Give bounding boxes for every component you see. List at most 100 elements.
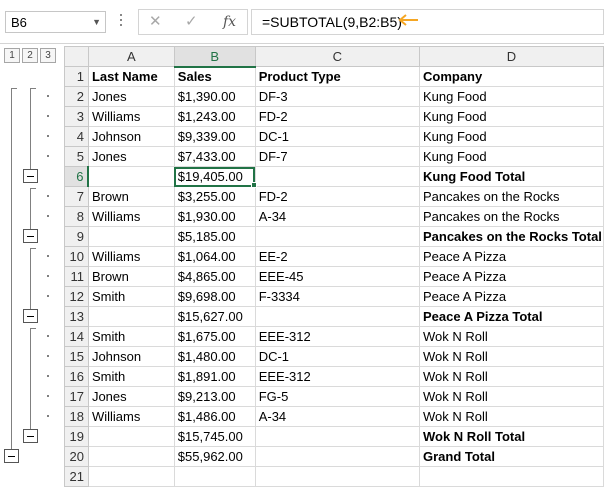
cell-a13[interactable] [87, 306, 175, 327]
cell-c21[interactable] [254, 466, 420, 487]
select-all-corner[interactable] [64, 46, 89, 67]
cell-d13[interactable]: Peace A Pizza Total [418, 306, 604, 327]
cell-a2[interactable]: Jones [87, 86, 175, 107]
cell-c14[interactable]: EEE-312 [254, 326, 420, 347]
name-box[interactable]: B6 ▼ [5, 11, 106, 33]
cell-a4[interactable]: Johnson [87, 126, 175, 147]
cell-d9[interactable]: Pancakes on the Rocks Total [418, 226, 604, 247]
row-header-21[interactable]: 21 [64, 466, 89, 487]
row-header-13[interactable]: 13 [64, 306, 89, 327]
row-header-8[interactable]: 8 [64, 206, 89, 227]
row-header-9[interactable]: 9 [64, 226, 89, 247]
cell-b6[interactable]: $19,405.00 [173, 166, 256, 187]
cell-d20[interactable]: Grand Total [418, 446, 604, 467]
cell-d12[interactable]: Peace A Pizza [418, 286, 604, 307]
cell-a12[interactable]: Smith [87, 286, 175, 307]
row-header-15[interactable]: 15 [64, 346, 89, 367]
cell-a8[interactable]: Williams [87, 206, 175, 227]
cell-a10[interactable]: Williams [87, 246, 175, 267]
row-header-11[interactable]: 11 [64, 266, 89, 287]
cell-d8[interactable]: Pancakes on the Rocks [418, 206, 604, 227]
cell-d5[interactable]: Kung Food [418, 146, 604, 167]
cell-d7[interactable]: Pancakes on the Rocks [418, 186, 604, 207]
cell-d1[interactable]: Company [418, 66, 604, 87]
cell-a21[interactable] [87, 466, 175, 487]
cell-c19[interactable] [254, 426, 420, 447]
column-header-c[interactable]: C [254, 46, 420, 67]
row-header-7[interactable]: 7 [64, 186, 89, 207]
row-header-12[interactable]: 12 [64, 286, 89, 307]
row-header-1[interactable]: 1 [64, 66, 89, 87]
cell-b20[interactable]: $55,962.00 [173, 446, 256, 467]
cell-b3[interactable]: $1,243.00 [173, 106, 256, 127]
cell-d6[interactable]: Kung Food Total [418, 166, 604, 187]
outline-level-1-button[interactable]: 1 [4, 48, 20, 63]
row-header-5[interactable]: 5 [64, 146, 89, 167]
cell-a15[interactable]: Johnson [87, 346, 175, 367]
row-header-4[interactable]: 4 [64, 126, 89, 147]
cell-c8[interactable]: A-34 [254, 206, 420, 227]
grip-dots-icon[interactable] [120, 14, 123, 30]
outline-level-3-button[interactable]: 3 [40, 48, 56, 63]
close-icon[interactable]: ✕ [149, 13, 162, 30]
cell-c2[interactable]: DF-3 [254, 86, 420, 107]
cell-b12[interactable]: $9,698.00 [173, 286, 256, 307]
cell-a17[interactable]: Jones [87, 386, 175, 407]
collapse-group-button[interactable] [23, 429, 38, 443]
row-header-10[interactable]: 10 [64, 246, 89, 267]
row-header-19[interactable]: 19 [64, 426, 89, 447]
cell-b9[interactable]: $5,185.00 [173, 226, 256, 247]
cell-a7[interactable]: Brown [87, 186, 175, 207]
row-header-3[interactable]: 3 [64, 106, 89, 127]
row-header-17[interactable]: 17 [64, 386, 89, 407]
cell-b2[interactable]: $1,390.00 [173, 86, 256, 107]
cell-a20[interactable] [87, 446, 175, 467]
cell-d14[interactable]: Wok N Roll [418, 326, 604, 347]
cell-c13[interactable] [254, 306, 420, 327]
cell-d4[interactable]: Kung Food [418, 126, 604, 147]
cell-c10[interactable]: EE-2 [254, 246, 420, 267]
cell-a3[interactable]: Williams [87, 106, 175, 127]
cell-b13[interactable]: $15,627.00 [173, 306, 256, 327]
cell-c11[interactable]: EEE-45 [254, 266, 420, 287]
cell-d15[interactable]: Wok N Roll [418, 346, 604, 367]
cell-b19[interactable]: $15,745.00 [173, 426, 256, 447]
row-header-16[interactable]: 16 [64, 366, 89, 387]
row-header-20[interactable]: 20 [64, 446, 89, 467]
cell-c5[interactable]: DF-7 [254, 146, 420, 167]
cell-b4[interactable]: $9,339.00 [173, 126, 256, 147]
cell-a5[interactable]: Jones [87, 146, 175, 167]
cell-c1[interactable]: Product Type [254, 66, 420, 87]
cell-d11[interactable]: Peace A Pizza [418, 266, 604, 287]
cell-c12[interactable]: F-3334 [254, 286, 420, 307]
outline-level-2-button[interactable]: 2 [22, 48, 38, 63]
cell-d18[interactable]: Wok N Roll [418, 406, 604, 427]
column-header-b[interactable]: B [173, 46, 256, 68]
fill-handle[interactable] [251, 182, 257, 188]
checkmark-icon[interactable]: ✓ [185, 13, 198, 30]
cell-a14[interactable]: Smith [87, 326, 175, 347]
cell-b16[interactable]: $1,891.00 [173, 366, 256, 387]
cell-a18[interactable]: Williams [87, 406, 175, 427]
cell-d3[interactable]: Kung Food [418, 106, 604, 127]
cell-d17[interactable]: Wok N Roll [418, 386, 604, 407]
cell-b15[interactable]: $1,480.00 [173, 346, 256, 367]
cell-d19[interactable]: Wok N Roll Total [418, 426, 604, 447]
column-header-d[interactable]: D [418, 46, 604, 67]
row-header-6[interactable]: 6 [64, 166, 90, 187]
cell-b10[interactable]: $1,064.00 [173, 246, 256, 267]
cell-a9[interactable] [87, 226, 175, 247]
cell-b7[interactable]: $3,255.00 [173, 186, 256, 207]
cell-a11[interactable]: Brown [87, 266, 175, 287]
cell-b8[interactable]: $1,930.00 [173, 206, 256, 227]
cell-b11[interactable]: $4,865.00 [173, 266, 256, 287]
collapse-all-button[interactable] [4, 449, 19, 463]
row-header-2[interactable]: 2 [64, 86, 89, 107]
cell-a16[interactable]: Smith [87, 366, 175, 387]
row-header-14[interactable]: 14 [64, 326, 89, 347]
cell-b5[interactable]: $7,433.00 [173, 146, 256, 167]
column-header-a[interactable]: A [87, 46, 175, 67]
cell-c17[interactable]: FG-5 [254, 386, 420, 407]
cell-c16[interactable]: EEE-312 [254, 366, 420, 387]
cell-c9[interactable] [254, 226, 420, 247]
